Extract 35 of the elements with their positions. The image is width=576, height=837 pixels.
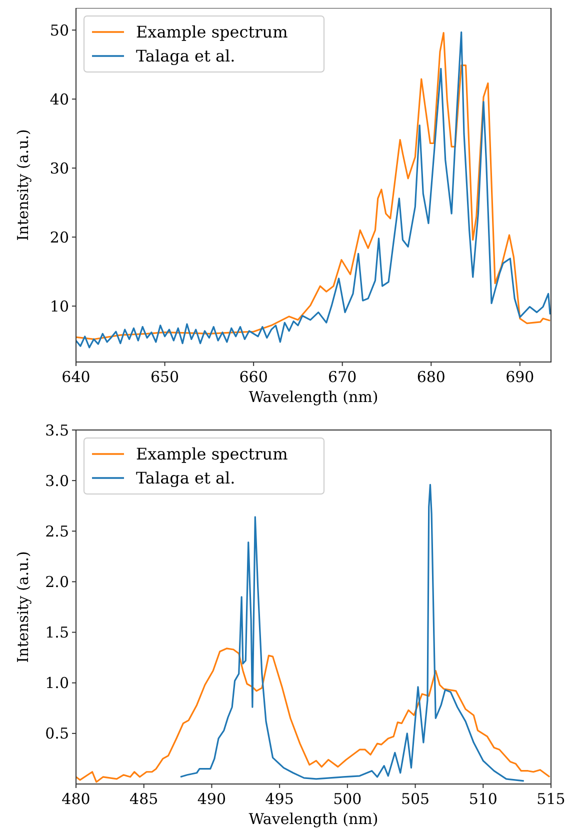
y-axis-title: Intensity (a.u.): [14, 129, 32, 241]
x-tick-label: 680: [416, 368, 446, 386]
x-tick-label: 480: [62, 790, 90, 808]
x-tick-label: 490: [197, 790, 226, 808]
x-axis-title: Wavelength (nm): [248, 810, 378, 828]
legend-label: Example spectrum: [136, 444, 288, 464]
y-tick-label: 50: [50, 21, 69, 40]
x-tick-label: 650: [150, 368, 180, 386]
legend-label: Example spectrum: [136, 22, 288, 42]
x-tick-label: 640: [62, 368, 90, 386]
x-tick-label: 660: [239, 368, 268, 386]
line-series: [76, 648, 550, 783]
x-tick-label: 510: [468, 790, 498, 808]
y-tick-label: 3.5: [45, 421, 69, 440]
y-tick-label: 20: [50, 228, 69, 246]
legend-label: Talaga et al.: [136, 46, 236, 66]
y-tick-label: 1.0: [45, 674, 69, 692]
x-tick-label: 495: [265, 790, 294, 808]
x-tick-label: 485: [130, 790, 158, 808]
x-tick-label: 670: [328, 368, 357, 386]
y-tick-label: 40: [50, 90, 69, 108]
x-axis-title: Wavelength (nm): [248, 388, 378, 406]
y-axis-title: Intensity (a.u.): [14, 551, 32, 663]
x-tick-label: 515: [536, 790, 566, 808]
y-tick-label: 0.5: [45, 724, 69, 743]
x-tick-label: 690: [506, 368, 534, 386]
y-tick-label: 3.0: [45, 472, 69, 490]
legend-label: Talaga et al.: [136, 468, 236, 488]
y-tick-label: 30: [50, 159, 69, 178]
y-tick-label: 10: [50, 297, 69, 316]
y-tick-label: 2.5: [45, 522, 69, 540]
x-tick-label: 505: [400, 790, 430, 808]
x-tick-label: 500: [333, 790, 362, 808]
y-tick-label: 1.5: [45, 624, 69, 642]
y-tick-label: 2.0: [45, 572, 69, 591]
